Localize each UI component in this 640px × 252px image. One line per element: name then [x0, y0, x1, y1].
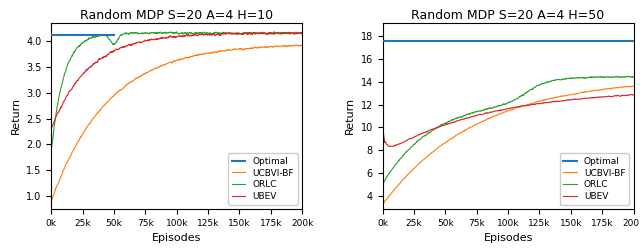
UCBVI-BF [429, 150, 437, 153]
UCBVI-BF [618, 86, 625, 89]
Line: UCBVI-BF: UCBVI-BF [51, 45, 302, 202]
ORLC [173, 30, 180, 33]
UBEV [601, 95, 609, 98]
UBEV [285, 31, 293, 34]
Line: UBEV: UBEV [51, 32, 302, 128]
UBEV [63, 94, 70, 98]
UBEV [630, 93, 637, 96]
ORLC [47, 150, 55, 153]
UCBVI-BF [629, 84, 637, 87]
Title: Random MDP S=20 A=4 H=50: Random MDP S=20 A=4 H=50 [412, 9, 605, 21]
Optimal [379, 39, 387, 42]
Line: ORLC: ORLC [383, 76, 634, 185]
UCBVI-BF [286, 45, 294, 48]
ORLC [252, 32, 260, 35]
UCBVI-BF [252, 46, 260, 49]
UBEV [394, 143, 402, 146]
ORLC [429, 128, 437, 131]
UBEV [379, 126, 387, 129]
Y-axis label: Return: Return [345, 97, 355, 135]
ORLC [618, 76, 625, 79]
ORLC [379, 183, 387, 186]
ORLC [243, 33, 251, 36]
UCBVI-BF [243, 47, 251, 50]
ORLC [298, 33, 306, 36]
UBEV [575, 98, 582, 101]
UCBVI-BF [574, 92, 582, 95]
UBEV [584, 97, 591, 100]
ORLC [269, 31, 277, 34]
UCBVI-BF [269, 46, 277, 49]
X-axis label: Episodes: Episodes [152, 233, 202, 243]
UCBVI-BF [291, 43, 298, 46]
ORLC [630, 75, 637, 78]
UBEV [286, 31, 294, 34]
UBEV [430, 127, 438, 130]
Optimal [47, 34, 55, 37]
UCBVI-BF [379, 203, 387, 206]
ORLC [394, 160, 402, 163]
UCBVI-BF [47, 201, 55, 204]
UCBVI-BF [298, 44, 306, 47]
Title: Random MDP S=20 A=4 H=10: Random MDP S=20 A=4 H=10 [80, 9, 273, 21]
Optimal [379, 39, 387, 42]
ORLC [99, 33, 106, 36]
UBEV [47, 126, 55, 129]
UCBVI-BF [99, 106, 106, 109]
Legend: Optimal, UCBVI-BF, ORLC, UBEV: Optimal, UCBVI-BF, ORLC, UBEV [559, 153, 629, 205]
ORLC [574, 76, 582, 79]
UBEV [618, 94, 625, 97]
UCBVI-BF [63, 162, 70, 165]
UBEV [628, 93, 636, 96]
UCBVI-BF [630, 85, 637, 88]
UBEV [389, 145, 397, 148]
Legend: Optimal, UCBVI-BF, ORLC, UBEV: Optimal, UCBVI-BF, ORLC, UBEV [228, 153, 298, 205]
UBEV [99, 57, 106, 60]
Line: UBEV: UBEV [383, 94, 634, 146]
UBEV [243, 32, 251, 35]
UBEV [252, 32, 260, 35]
UBEV [269, 33, 277, 36]
UCBVI-BF [394, 184, 402, 187]
ORLC [63, 67, 70, 70]
UBEV [298, 31, 306, 34]
Optimal [110, 34, 118, 37]
ORLC [614, 75, 622, 78]
UCBVI-BF [601, 88, 609, 91]
Line: ORLC: ORLC [51, 32, 302, 151]
ORLC [286, 32, 294, 35]
ORLC [584, 76, 591, 79]
UCBVI-BF [584, 90, 591, 93]
Line: UCBVI-BF: UCBVI-BF [383, 86, 634, 204]
ORLC [601, 76, 609, 79]
Y-axis label: Return: Return [10, 97, 20, 135]
X-axis label: Episodes: Episodes [483, 233, 532, 243]
